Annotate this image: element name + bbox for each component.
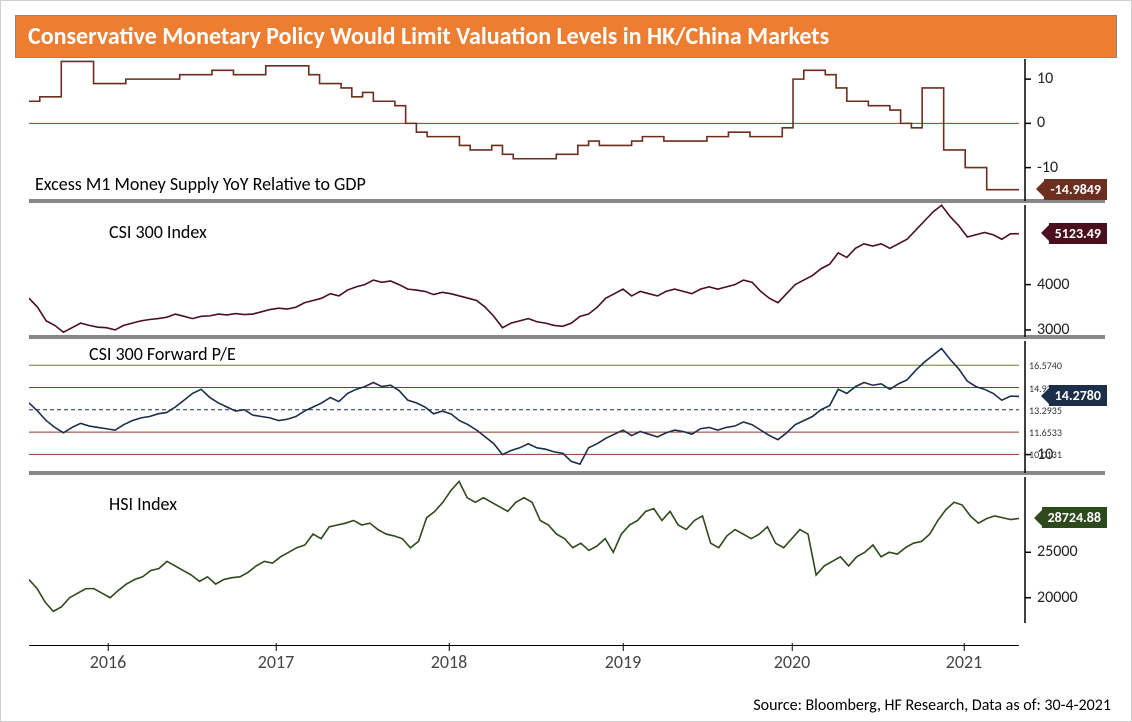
panel-label-m1: Excess M1 Money Supply YoY Relative to G… [35,173,366,195]
ytick-label: 10 [1037,69,1053,88]
panel-label-hsi: HSI Index [109,493,177,515]
ytick-label: 3000 [1037,320,1069,339]
title-bar: Conservative Monetary Policy Would Limit… [15,15,1117,58]
xaxis-tick: 2019 [605,651,642,673]
reference-label: 16.5740 [1029,359,1062,372]
chart-panels: -10 0 10 Excess M1 Money Supply YoY Relativ… [29,57,1105,625]
xaxis-label: 2016 [90,651,127,673]
xaxis-label: 2017 [258,651,295,673]
panel-csi300pe: 1016.574014.933813.293511.653310.0131CSI… [29,339,1105,475]
series-line [29,481,1019,611]
xaxis-tick: 2017 [258,651,295,673]
ytick-label: 4000 [1037,275,1069,294]
current-value-badge: 28724.88 [1042,507,1107,528]
panel-label-csi300: CSI 300 Index [109,221,207,243]
panel-label-csi300pe: CSI 300 Forward P/E [89,343,236,365]
reference-label: 10.0131 [1029,448,1062,461]
xaxis-tick: 2016 [90,651,127,673]
x-axis: 2016 2017 2018 2019 2020 2021 [29,647,1105,677]
xaxis-tick: 2018 [431,651,468,673]
xaxis-label: 2020 [774,651,811,673]
chart-hsi [29,475,1105,625]
source-text: Source: Bloomberg, HF Research, Data as … [753,696,1111,715]
xaxis-label: 2021 [946,651,983,673]
panel-csi300: 3000 4000 CSI 300 Index 5123.49 [29,203,1105,339]
current-value-badge: 5123.49 [1049,223,1107,244]
reference-label: 11.6533 [1029,426,1062,439]
xaxis-tick: 2021 [946,651,983,673]
current-value-badge: 14.2780 [1049,385,1107,406]
xaxis-label: 2018 [431,651,468,673]
ytick-label: -10 [1037,158,1058,177]
series-line [29,349,1019,465]
ytick-label: 25000 [1037,542,1078,561]
series-line [29,61,1019,189]
xaxis-label: 2019 [605,651,642,673]
panel-m1: -10 0 10 Excess M1 Money Supply YoY Relativ… [29,57,1105,203]
ytick-label: 20000 [1037,588,1078,607]
panel-hsi: 20000 25000 HSI Index 28724.88 [29,475,1105,625]
xaxis-tick: 2020 [774,651,811,673]
current-value-badge: -14.9849 [1044,179,1107,200]
ytick-label: 0 [1037,113,1045,132]
page-title: Conservative Monetary Policy Would Limit… [28,22,829,51]
